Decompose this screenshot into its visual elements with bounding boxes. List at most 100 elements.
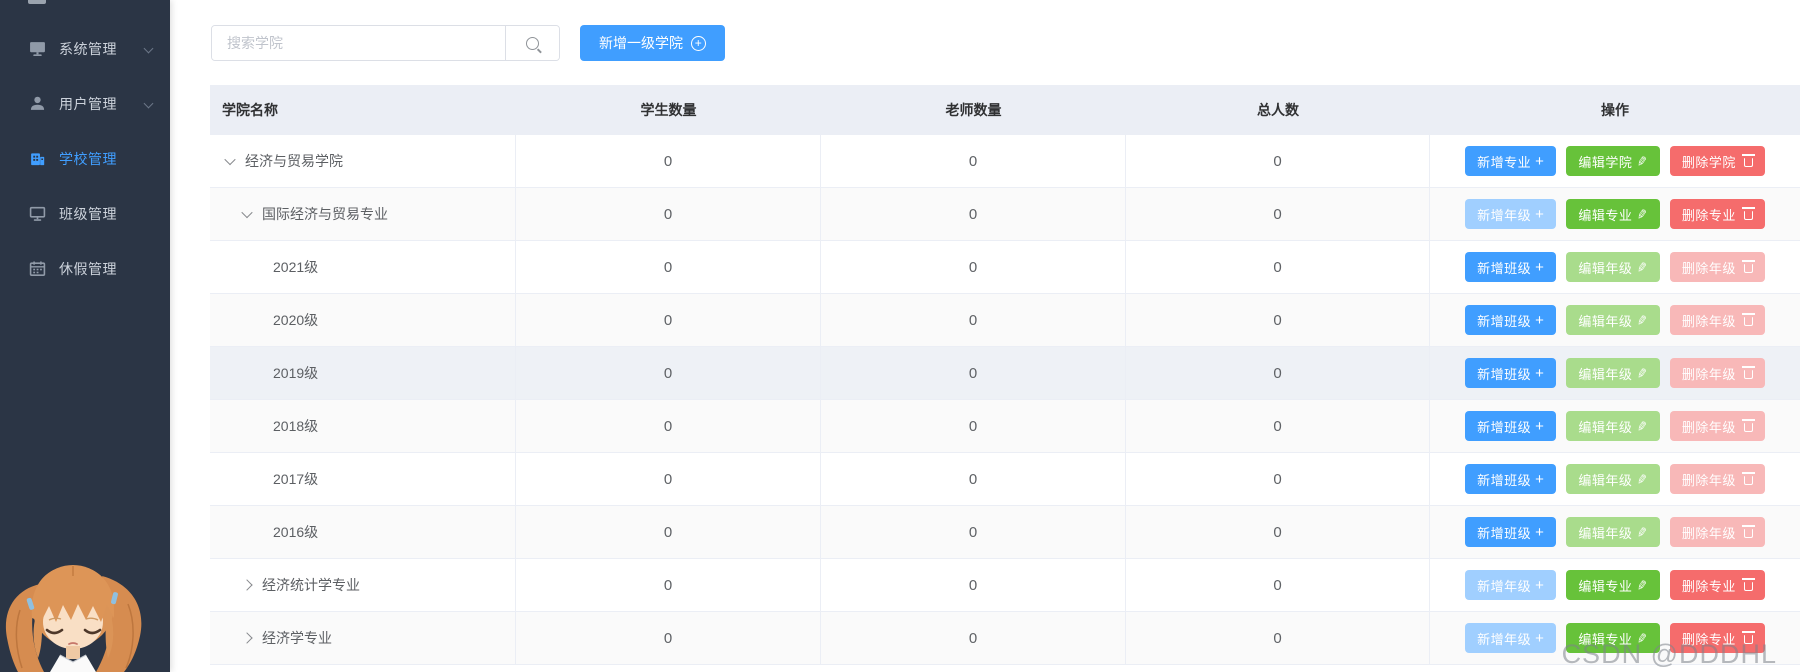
sidebar-item-label: 系统管理 [59,40,117,57]
search-input[interactable] [212,26,505,60]
sidebar-item-label: 学校管理 [59,150,117,167]
teacher-count-cell: 0 [821,347,1126,399]
college-name-cell: 2016级 [210,506,516,558]
edit-icon [1636,314,1647,327]
edit-button[interactable]: 编辑专业 [1566,199,1660,229]
total-count-cell: 0 [1126,347,1430,399]
college-name-cell: 2019级 [210,347,516,399]
edit-button[interactable]: 编辑年级 [1566,464,1660,494]
total-count-cell: 0 [1126,135,1430,187]
delete-button[interactable]: 删除年级 [1669,411,1765,441]
search-button[interactable] [505,26,559,60]
plus-icon [1535,313,1544,328]
edit-icon [1636,367,1647,380]
main-content: 新增一级学院 学院名称 学生数量 老师数量 总人数 操作 经济与贸易学院 0 0… [170,0,1800,672]
plus-icon [1535,366,1544,381]
college-name-cell: 经济学专业 [210,612,516,664]
actions-cell: 新增年级编辑专业删除专业 [1430,612,1800,664]
total-count-cell: 0 [1126,241,1430,293]
sidebar-item-class[interactable]: 班级管理 [0,186,170,241]
plus-icon [1535,419,1544,434]
add-button[interactable]: 新增年级 [1465,199,1557,229]
header-total-count: 总人数 [1257,102,1299,118]
plus-icon [1535,260,1544,275]
delete-button[interactable]: 删除学院 [1669,146,1765,176]
search-group [211,25,560,61]
expand-icon[interactable] [241,579,253,591]
add-button[interactable]: 新增班级 [1465,358,1557,388]
header-actions: 操作 [1601,102,1629,118]
actions-cell: 新增班级编辑年级删除年级 [1430,347,1800,399]
edit-button[interactable]: 编辑学院 [1566,146,1660,176]
sidebar-item-users[interactable]: 用户管理 [0,76,170,131]
delete-button[interactable]: 删除年级 [1669,252,1765,282]
delete-button[interactable]: 删除年级 [1669,305,1765,335]
delete-button[interactable]: 删除专业 [1669,570,1765,600]
teacher-count-cell: 0 [821,241,1126,293]
trash-icon [1741,366,1755,379]
add-button[interactable]: 新增班级 [1465,305,1557,335]
edit-button[interactable]: 编辑专业 [1566,570,1660,600]
table-row: 2019级 0 0 0 新增班级编辑年级删除年级 [210,347,1800,400]
edit-button[interactable]: 编辑年级 [1566,252,1660,282]
total-count-cell: 0 [1126,559,1430,611]
table-row: 2020级 0 0 0 新增班级编辑年级删除年级 [210,294,1800,347]
add-college-button[interactable]: 新增一级学院 [580,25,725,61]
chevron-down-icon [143,98,154,109]
table-row: 国际经济与贸易专业 0 0 0 新增年级编辑专业删除专业 [210,188,1800,241]
edit-button[interactable]: 编辑年级 [1566,411,1660,441]
add-button[interactable]: 新增年级 [1465,623,1557,653]
teacher-count-cell: 0 [821,559,1126,611]
teacher-count-cell: 0 [821,135,1126,187]
edit-button[interactable]: 编辑年级 [1566,305,1660,335]
student-count-cell: 0 [516,400,821,452]
chevron-down-icon [143,43,154,54]
teacher-count-cell: 0 [821,506,1126,558]
delete-button[interactable]: 删除专业 [1669,199,1765,229]
add-button[interactable]: 新增班级 [1465,464,1557,494]
delete-button[interactable]: 删除年级 [1669,358,1765,388]
monitor-icon [28,40,46,58]
student-count-cell: 0 [516,188,821,240]
college-name-cell: 2018级 [210,400,516,452]
actions-cell: 新增年级编辑专业删除专业 [1430,559,1800,611]
table-row: 经济学专业 0 0 0 新增年级编辑专业删除专业 [210,612,1800,665]
plus-icon [1535,472,1544,487]
table-body: 经济与贸易学院 0 0 0 新增专业编辑学院删除学院 国际经济与贸易专业 0 0… [210,135,1800,665]
total-count-cell: 0 [1126,294,1430,346]
edit-icon [1636,579,1647,592]
table-row: 2016级 0 0 0 新增班级编辑年级删除年级 [210,506,1800,559]
delete-button[interactable]: 删除专业 [1669,623,1765,653]
student-count-cell: 0 [516,612,821,664]
expand-icon[interactable] [224,153,236,166]
delete-button[interactable]: 删除年级 [1669,464,1765,494]
edit-button[interactable]: 编辑专业 [1566,623,1660,653]
add-button[interactable]: 新增专业 [1465,146,1557,176]
college-name-cell: 2021级 [210,241,516,293]
edit-button[interactable]: 编辑年级 [1566,358,1660,388]
total-count-cell: 0 [1126,612,1430,664]
school-icon [28,150,46,168]
trash-icon [1741,313,1755,326]
trash-icon [1741,578,1755,591]
edit-icon [1636,208,1647,221]
delete-button[interactable]: 删除年级 [1669,517,1765,547]
teacher-count-cell: 0 [821,453,1126,505]
add-button[interactable]: 新增班级 [1465,252,1557,282]
plus-icon [1535,631,1544,646]
add-button[interactable]: 新增年级 [1465,570,1557,600]
edit-button[interactable]: 编辑年级 [1566,517,1660,547]
actions-cell: 新增年级编辑专业删除专业 [1430,188,1800,240]
add-button[interactable]: 新增班级 [1465,411,1557,441]
add-button[interactable]: 新增班级 [1465,517,1557,547]
display-icon [28,205,46,223]
sidebar-item-school[interactable]: 学校管理 [0,131,170,186]
user-icon [28,95,46,113]
expand-icon[interactable] [241,206,253,219]
expand-icon[interactable] [241,632,253,644]
trash-icon [1741,631,1755,644]
plus-icon [1535,578,1544,593]
sidebar-item-system[interactable]: 系统管理 [0,21,170,76]
sidebar-item-leave[interactable]: 休假管理 [0,241,170,296]
sidebar-item-label: 班级管理 [59,205,117,222]
